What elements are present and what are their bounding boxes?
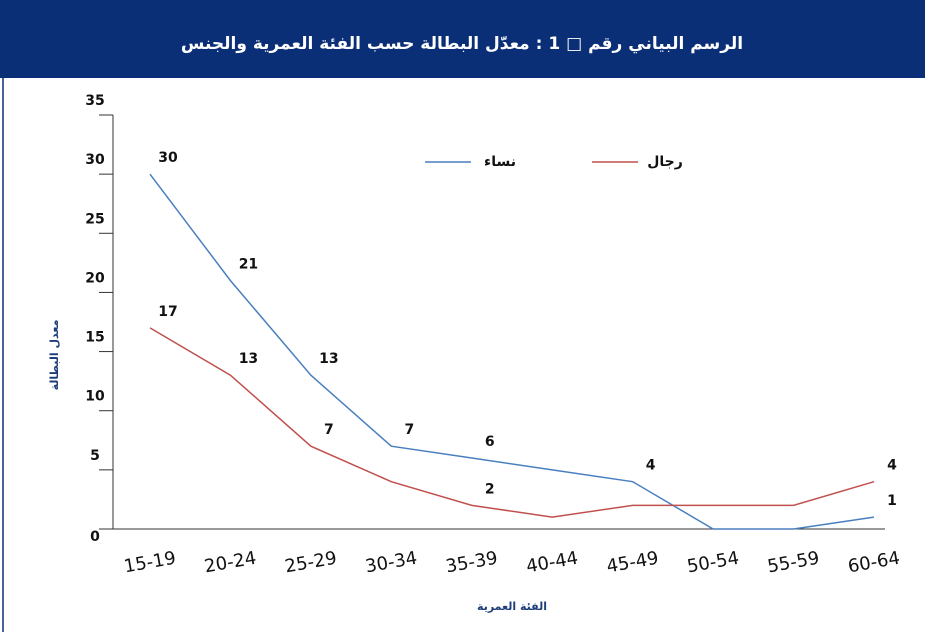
x-tick-label: 60-64: [846, 548, 901, 578]
x-tick-label: 40-44: [525, 548, 580, 578]
y-tick-label: 15: [85, 330, 104, 346]
x-tick-label: 35-39: [444, 548, 499, 578]
chart-title: الرسم البياني رقم □ 1 : معدّل البطالة حس…: [181, 34, 743, 54]
data-label: 7: [404, 422, 414, 438]
y-tick-label: 0: [90, 529, 100, 545]
y-tick-label: 10: [85, 389, 105, 405]
data-label: 4: [887, 458, 897, 474]
y-tick-label: 30: [85, 152, 105, 168]
legend-label: رجال: [647, 154, 683, 170]
x-tick-label: 55-59: [766, 548, 821, 578]
y-tick-label: 35: [85, 93, 104, 109]
x-tick-label: 25-29: [283, 548, 338, 578]
x-tick-label: 30-34: [364, 548, 419, 578]
series-line: [149, 327, 875, 518]
data-label: 2: [485, 481, 495, 497]
header-band: [0, 0, 925, 78]
series-line: [149, 173, 875, 530]
y-tick-label: 25: [85, 211, 104, 227]
x-tick-label: 50-54: [685, 548, 740, 578]
x-tick-label: 15-19: [122, 548, 177, 578]
x-tick-label: 45-49: [605, 548, 660, 578]
data-label: 30: [158, 150, 178, 166]
data-label: 4: [646, 458, 656, 474]
data-label: 13: [239, 351, 258, 367]
y-tick-label: 20: [85, 270, 105, 286]
data-label: 17: [158, 304, 177, 320]
y-axis-title: معدل البطالة: [48, 320, 61, 391]
data-label: 6: [485, 434, 495, 450]
data-label: 7: [324, 422, 334, 438]
data-label: 1: [887, 493, 897, 509]
data-label: 13: [319, 351, 338, 367]
legend-label: نساء: [484, 154, 516, 170]
y-tick-label: 5: [90, 448, 100, 464]
data-label: 21: [239, 257, 258, 273]
x-axis-title: الفئة العمرية: [477, 600, 547, 613]
x-tick-label: 20-24: [203, 548, 258, 578]
